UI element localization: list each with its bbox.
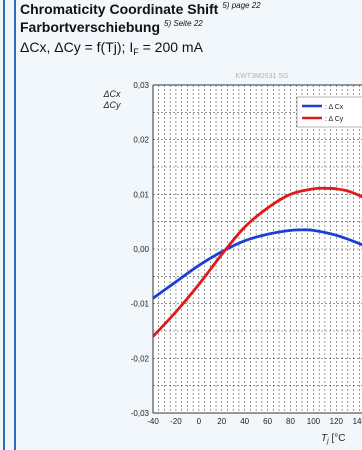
x-tick-label: 100 [307, 417, 321, 426]
panel-border-inner [14, 0, 16, 450]
y-tick-label: 0,00 [133, 245, 149, 254]
x-tick-label: 80 [286, 417, 295, 426]
y-tick-label: 0,03 [133, 81, 149, 90]
legend-label: : Δ Cx [325, 104, 344, 111]
watermark: KWT3M2631 SG [236, 73, 289, 80]
x-tick-label: -20 [170, 417, 182, 426]
x-tick-label: 60 [263, 417, 272, 426]
series-line-cx [153, 228, 362, 300]
y-axis-label: ΔCx [102, 89, 121, 99]
x-tick-label: -40 [147, 417, 159, 426]
chart-title-en: Chromaticity Coordinate Shift 5) page 22 [20, 1, 261, 17]
chart-title-de: Farbortverschiebung 5) Seite 22 [20, 19, 203, 35]
title-en-footnote: 5) page 22 [222, 1, 261, 10]
x-tick-label: 140 [353, 417, 362, 426]
x-tick-label: 20 [217, 417, 226, 426]
chart-formula: ΔCx, ΔCy = f(Tj); IF = 200 mA [20, 39, 203, 57]
x-tick-label: 0 [197, 417, 202, 426]
y-tick-label: -0,01 [131, 300, 150, 309]
title-de-footnote: 5) Seite 22 [164, 19, 203, 28]
legend-box [296, 96, 362, 128]
y-axis-label: ΔCy [102, 100, 121, 110]
y-tick-label: -0,02 [131, 354, 150, 363]
x-tick-label: 40 [240, 417, 249, 426]
y-tick-label: 0,01 [133, 190, 149, 199]
x-axis-label: Tj [°C [321, 433, 345, 445]
series-line-cy [153, 186, 362, 338]
x-tick-label: 120 [330, 417, 344, 426]
legend-label: : Δ Cy [325, 116, 344, 123]
panel-border-left [3, 0, 5, 450]
y-tick-label: -0,03 [131, 409, 150, 418]
y-tick-label: 0,02 [133, 136, 149, 145]
